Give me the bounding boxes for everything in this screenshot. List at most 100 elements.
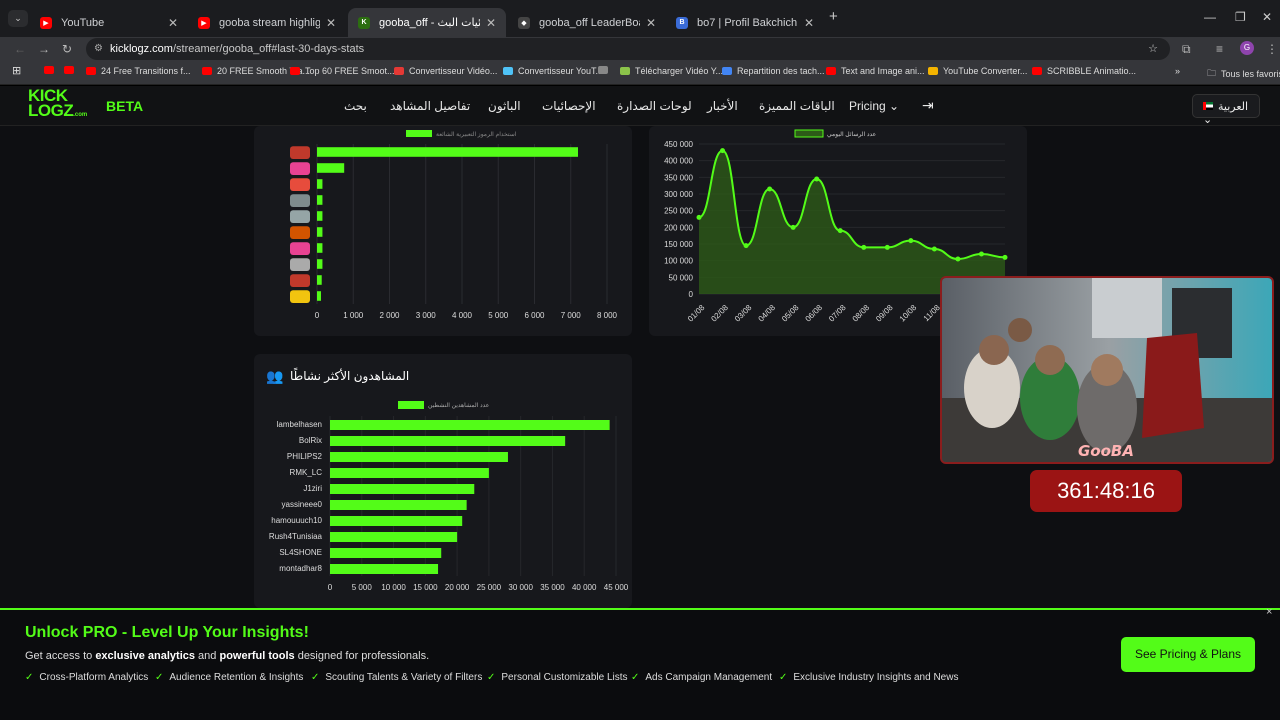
bookmark-item[interactable]: [64, 66, 79, 74]
emote-bar: [317, 291, 321, 301]
close-promo-icon[interactable]: ×: [1266, 606, 1273, 618]
check-icon: ✓: [631, 672, 640, 683]
forward-icon[interactable]: →: [38, 42, 50, 56]
back-icon[interactable]: ←: [14, 42, 26, 56]
emote-bar: [317, 195, 323, 205]
kicklogz-logo[interactable]: KICK LOGZ.com: [28, 87, 87, 123]
bookmark-item[interactable]: SCRIBBLE Animatio...: [1032, 66, 1136, 76]
nav-streamers[interactable]: الباثون: [488, 99, 521, 113]
viewer-name-label: SL4SHONE: [279, 548, 322, 557]
bookmark-item[interactable]: Télécharger Vidéo Y...: [620, 66, 723, 76]
more-bookmarks[interactable]: »: [1175, 66, 1181, 76]
x-tick-label: 3 000: [416, 311, 437, 320]
close-tab-icon[interactable]: ✕: [167, 15, 178, 30]
site-navbar: KICK LOGZ.com BETA بحث تفاصيل المشاهد الب…: [0, 86, 1280, 126]
legend-label: عدد المشاهدين النشطين: [428, 402, 489, 409]
media-icon[interactable]: ≡: [1216, 42, 1224, 56]
browser-tab-bar: ⌄ ▶ YouTube ✕ ▶ gooba stream highlight #…: [0, 0, 1280, 37]
close-window-icon[interactable]: ✕: [1262, 10, 1273, 24]
bookmark-item[interactable]: Top 60 FREE Smoot...: [290, 66, 395, 76]
tab-title: YouTube: [61, 16, 105, 29]
nav-viewer-details[interactable]: تفاصيل المشاهد: [390, 99, 471, 113]
bookmark-item[interactable]: 24 Free Transitions f...: [86, 66, 191, 76]
bookmark-icon: [1032, 67, 1042, 75]
x-tick-label: 06/08: [804, 303, 825, 324]
emote-icon: [290, 162, 310, 175]
nav-pricing-label: Pricing: [849, 99, 886, 113]
x-tick-label: 8 000: [597, 311, 618, 320]
bookmark-item[interactable]: Text and Image ani...: [826, 66, 925, 76]
viewer-bar: [330, 548, 442, 558]
webcam-scene-image: GooBA: [942, 278, 1272, 462]
promo-text: Get access to: [25, 650, 96, 662]
viewer-bar: [330, 564, 439, 574]
uae-flag-icon: [1203, 102, 1213, 110]
menu-icon[interactable]: ⋮: [1266, 42, 1278, 56]
legend-swatch: [398, 401, 424, 409]
check-icon: ✓: [779, 672, 788, 683]
new-tab-button[interactable]: +: [829, 8, 838, 25]
viewer-name-label: RMK_LC: [290, 468, 323, 477]
tab-gooba-highlight[interactable]: ▶ gooba stream highlight #4 @G ✕: [188, 8, 346, 37]
profile-avatar[interactable]: G: [1240, 41, 1254, 55]
bookmark-icon: [202, 67, 212, 75]
url-bar[interactable]: ⚙ kicklogz.com/streamer/gooba_off#last-3…: [86, 38, 1170, 60]
bookmark-star-icon[interactable]: ☆: [1148, 43, 1158, 55]
bookmark-item[interactable]: YouTube Converter...: [928, 66, 1027, 76]
messages-line-chart: عدد الرسائل اليومي 450 000 400 000 350 000 3…: [664, 129, 1008, 324]
viewer-bar: [330, 532, 458, 542]
y-tick-label: 50 000: [669, 273, 694, 282]
tab-title: gooba_off - إحصائيات البث |: [379, 17, 480, 29]
bookmark-label: Text and Image ani...: [841, 66, 925, 76]
bookmark-label: 20 FREE Smooth Tra...: [217, 66, 311, 76]
all-bookmarks[interactable]: 🗀 Tous les favoris: [1207, 66, 1280, 82]
restore-icon[interactable]: ❐: [1235, 10, 1246, 24]
bookmark-item[interactable]: Repartition des tach...: [722, 66, 825, 76]
youtube-icon: ▶: [40, 16, 52, 29]
site-info-icon[interactable]: ⚙: [94, 43, 103, 54]
viewer-name-label: Rush4Tunisiaa: [269, 532, 323, 541]
beta-badge: BETA: [106, 98, 144, 114]
language-label: العربية: [1218, 101, 1249, 113]
nav-search[interactable]: بحث: [344, 99, 367, 113]
nav-statistics[interactable]: الإحصائيات: [542, 99, 596, 113]
nav-premium[interactable]: الباقات المميزة: [759, 99, 835, 113]
tab-bakchich[interactable]: B bo7 | Profil Bakchich | Bakchich ✕: [666, 8, 824, 37]
extensions-icon[interactable]: ⧉: [1182, 42, 1191, 56]
emote-bar: [317, 211, 323, 221]
language-select[interactable]: العربية ⌄: [1192, 94, 1260, 126]
data-point: [908, 238, 914, 244]
nav-leaderboards[interactable]: لوحات الصدارة: [617, 99, 692, 113]
promo-title: Unlock PRO - Level Up Your Insights!: [25, 624, 309, 641]
see-pricing-button[interactable]: See Pricing & Plans: [1121, 637, 1255, 672]
login-icon[interactable]: ⇥: [922, 97, 934, 113]
bookmark-item[interactable]: Convertisseur Vidéo...: [394, 66, 497, 76]
tab-leaderboard[interactable]: ◆ gooba_off LeaderBoard | The b ✕: [508, 8, 666, 37]
apps-icon[interactable]: ⊞: [12, 65, 22, 77]
emote-bar: [317, 259, 323, 269]
nav-news[interactable]: الأخبار: [707, 99, 738, 113]
close-tab-icon[interactable]: ✕: [485, 15, 496, 30]
tab-search-button[interactable]: ⌄: [8, 10, 28, 27]
feature-label: Cross-Platform Analytics: [39, 672, 149, 683]
close-tab-icon[interactable]: ✕: [803, 15, 814, 30]
minimize-icon[interactable]: —: [1204, 10, 1216, 24]
tab-kicklogz-stats[interactable]: K gooba_off - إحصائيات البث | ✕: [348, 8, 506, 37]
reload-icon[interactable]: ↻: [62, 42, 73, 56]
users-icon: 👥: [266, 368, 284, 384]
bookmark-item[interactable]: [44, 66, 59, 74]
bookmark-item[interactable]: Convertisseur YouT...: [503, 66, 603, 76]
bookmark-item[interactable]: 20 FREE Smooth Tra...: [202, 66, 310, 76]
emote-icon: [290, 290, 310, 303]
close-tab-icon[interactable]: ✕: [645, 15, 656, 30]
tab-youtube[interactable]: ▶ YouTube ✕: [30, 8, 188, 37]
close-tab-icon[interactable]: ✕: [325, 15, 336, 30]
emotes-bar-chart: استخدام الرموز التعبيرية الشائعة 0 1 000 2 …: [290, 130, 618, 320]
promo-text: designed for professionals.: [294, 650, 430, 662]
promo-bold-analytics: exclusive analytics: [95, 650, 195, 662]
feature-item: ✓ Cross-Platform Analytics: [25, 672, 148, 683]
bookmark-icon: [598, 66, 608, 74]
bookmark-item[interactable]: [598, 66, 613, 74]
chevron-down-icon: ⌄: [1203, 114, 1213, 126]
nav-pricing[interactable]: Pricing ⌄: [849, 99, 899, 113]
